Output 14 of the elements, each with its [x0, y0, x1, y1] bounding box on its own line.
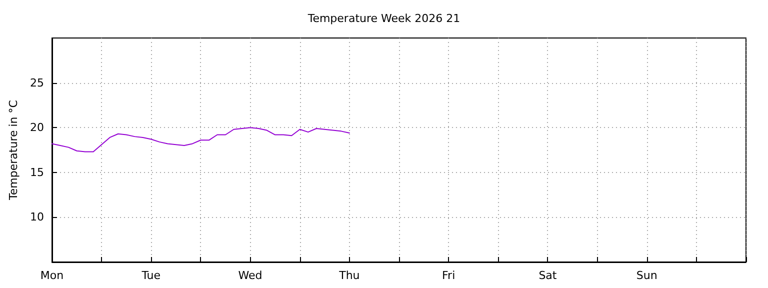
x-tick-label: Wed — [238, 269, 262, 282]
y-axis-title: Temperature in °C — [7, 100, 20, 201]
x-tick-label: Sat — [538, 269, 558, 282]
line-series — [52, 127, 350, 152]
x-tick-label: Tue — [140, 269, 161, 282]
y-tick-label: 25 — [30, 76, 44, 90]
chart-title: Temperature Week 2026 21 — [306, 12, 460, 25]
x-tick-label: Fri — [442, 269, 456, 282]
x-tick-label: Sun — [636, 269, 658, 282]
y-tick-label: 20 — [30, 121, 44, 134]
y-tick-label: 10 — [30, 210, 44, 224]
x-tick-label: Mon — [40, 269, 64, 282]
y-tick-label: 15 — [30, 166, 44, 179]
x-tick-label: Thu — [338, 269, 360, 282]
